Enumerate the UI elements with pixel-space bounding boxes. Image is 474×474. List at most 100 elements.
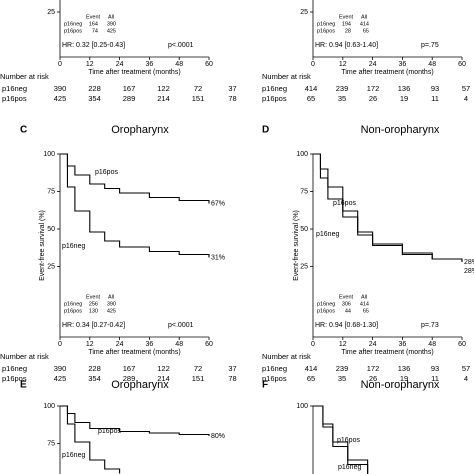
- legend-header: Event: [86, 294, 101, 300]
- p-value: p=.75: [421, 42, 439, 49]
- risk-count: 37: [228, 84, 236, 93]
- risk-count: 93: [431, 84, 439, 93]
- y-axis-label: Event-free survival (%): [39, 210, 46, 281]
- legend-header: Event: [339, 14, 354, 20]
- end-label: 80%: [211, 433, 225, 440]
- risk-count: 65: [307, 94, 315, 103]
- risk-count: 4: [464, 94, 468, 103]
- legend-events: 74: [92, 28, 98, 34]
- legend-all: 414: [360, 301, 369, 307]
- y-tick-label: 100: [43, 151, 55, 158]
- risk-count: 65: [307, 374, 315, 383]
- y-tick-label: 100: [296, 403, 308, 410]
- legend-group: p16neg: [317, 301, 335, 307]
- risk-heading: Number at risk: [0, 352, 49, 361]
- y-tick-label: 25: [300, 263, 308, 270]
- x-tick-label: 48: [428, 341, 436, 348]
- y-tick-label: 75: [47, 188, 55, 195]
- risk-count: 122: [157, 364, 170, 373]
- y-tick-label: 25: [47, 9, 55, 16]
- end-label: 31%: [211, 254, 225, 261]
- risk-count: 425: [54, 94, 67, 103]
- risk-count: 151: [192, 374, 205, 383]
- panel-letter: D: [262, 125, 269, 136]
- x-axis-label: Time after treatment (months): [341, 349, 433, 356]
- panel-letter: F: [262, 380, 268, 391]
- survival-curve: [313, 405, 369, 474]
- end-label: 67%: [211, 200, 225, 207]
- legend-group: p16pos: [317, 308, 335, 314]
- x-tick-label: 48: [428, 61, 436, 68]
- y-tick-label: 100: [43, 403, 55, 410]
- x-tick-label: 36: [146, 341, 154, 348]
- legend-group: p16neg: [64, 301, 82, 307]
- legend-all: 425: [107, 28, 116, 34]
- legend-header: All: [361, 14, 367, 20]
- risk-count: 354: [88, 94, 101, 103]
- risk-count: 78: [228, 94, 236, 103]
- legend-events: 306: [342, 301, 351, 307]
- risk-count: 72: [194, 84, 202, 93]
- survival-curve: [60, 153, 210, 204]
- x-tick-label: 60: [205, 61, 213, 68]
- legend-header: Event: [339, 294, 354, 300]
- curve-label: p16neg: [338, 464, 361, 471]
- risk-count: 11: [431, 94, 439, 103]
- legend-header: Event: [86, 14, 101, 20]
- risk-count: 228: [88, 84, 101, 93]
- curve-label: p16pos: [95, 169, 118, 176]
- risk-count: 35: [338, 374, 346, 383]
- risk-group: p16pos: [262, 374, 287, 383]
- end-label: 28%: [464, 268, 474, 275]
- curve-label: p16pos: [98, 428, 121, 435]
- x-tick-label: 36: [399, 341, 407, 348]
- risk-count: 414: [305, 364, 318, 373]
- hazard-ratio: HR: 0.94 [0.63-1.40]: [315, 42, 378, 49]
- hazard-ratio: HR: 0.94 [0.68-1.30]: [315, 322, 378, 329]
- legend-events: 194: [342, 21, 351, 27]
- risk-heading: Number at risk: [262, 72, 311, 81]
- x-axis-label: Time after treatment (months): [341, 69, 433, 76]
- x-tick-label: 0: [58, 341, 62, 348]
- x-axis-label: Time after treatment (months): [88, 349, 180, 356]
- x-axis-label: Time after treatment (months): [88, 69, 180, 76]
- survival-curve: [60, 405, 210, 436]
- panel-title: Non-oropharynx: [361, 124, 440, 136]
- risk-count: 390: [54, 364, 67, 373]
- p-value: p=.73: [421, 322, 439, 329]
- risk-count: 4: [464, 374, 468, 383]
- x-tick-label: 12: [86, 341, 94, 348]
- risk-count: 37: [228, 364, 236, 373]
- y-tick-label: 100: [296, 151, 308, 158]
- risk-count: 11: [431, 374, 439, 383]
- risk-count: 57: [462, 364, 470, 373]
- x-tick-label: 36: [146, 61, 154, 68]
- risk-heading: Number at risk: [262, 352, 311, 361]
- legend-events: 130: [89, 308, 98, 314]
- risk-group: p16neg: [2, 364, 27, 373]
- x-tick-label: 12: [339, 61, 347, 68]
- x-tick-label: 12: [339, 341, 347, 348]
- risk-count: 172: [367, 364, 380, 373]
- risk-count: 93: [431, 364, 439, 373]
- risk-count: 78: [228, 374, 236, 383]
- legend-events: 164: [89, 21, 98, 27]
- x-tick-label: 48: [175, 61, 183, 68]
- risk-count: 414: [305, 84, 318, 93]
- y-tick-label: 25: [47, 263, 55, 270]
- legend-all: 65: [363, 308, 369, 314]
- legend-header: All: [361, 294, 367, 300]
- risk-count: 122: [157, 84, 170, 93]
- risk-count: 214: [157, 374, 170, 383]
- risk-count: 239: [336, 364, 349, 373]
- risk-group: p16pos: [262, 94, 287, 103]
- risk-count: 151: [192, 94, 205, 103]
- legend-group: p16neg: [64, 21, 82, 27]
- y-axis-label: Event-free survival (%): [293, 210, 300, 281]
- panel-title: Oropharynx: [111, 379, 169, 391]
- curve-label: p16neg: [62, 452, 85, 459]
- end-label: 28%: [464, 259, 474, 266]
- y-tick-label: 50: [300, 226, 308, 233]
